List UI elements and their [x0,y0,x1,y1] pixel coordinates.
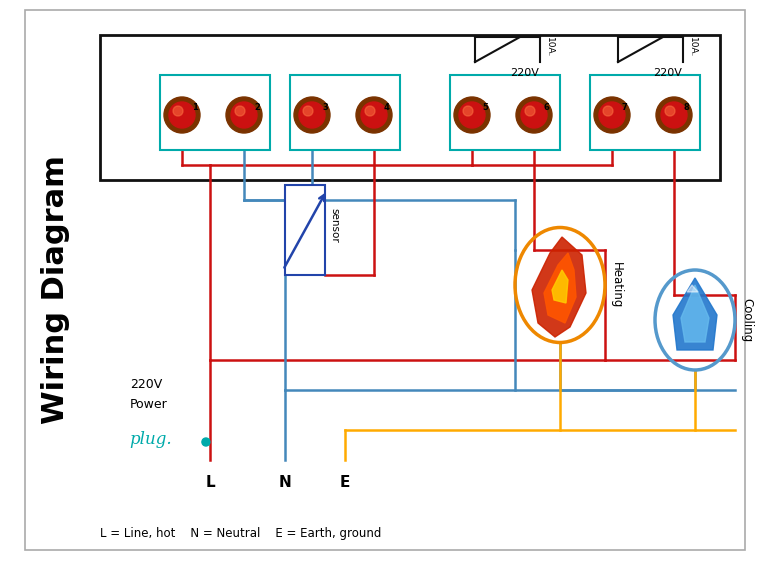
Bar [290,75,400,150]
Circle shape [231,102,257,128]
Circle shape [459,102,485,128]
Text: Power: Power [130,399,167,412]
Text: 6: 6 [544,103,550,112]
Text: L: L [205,475,215,490]
Text: 1: 1 [192,103,198,112]
Text: 220V: 220V [510,68,539,78]
Circle shape [656,97,692,133]
Polygon shape [544,253,576,323]
Text: 220V: 220V [653,68,682,78]
Text: 8: 8 [684,103,689,112]
Text: plug.: plug. [129,431,171,448]
Circle shape [463,106,473,116]
Text: N: N [279,475,291,490]
Text: L = Line, hot    N = Neutral    E = Earth, ground: L = Line, hot N = Neutral E = Earth, gro… [100,527,381,540]
Circle shape [361,102,387,128]
Circle shape [525,106,535,116]
Circle shape [665,106,675,116]
Text: Wiring Diagram: Wiring Diagram [40,156,69,425]
Circle shape [202,438,210,446]
Circle shape [521,102,547,128]
Circle shape [303,106,313,116]
Text: 5: 5 [482,103,488,112]
Polygon shape [681,285,709,342]
Circle shape [226,97,262,133]
Bar [450,75,560,150]
Circle shape [173,106,183,116]
Circle shape [356,97,392,133]
Circle shape [365,106,375,116]
Circle shape [599,102,625,128]
Text: 3: 3 [322,103,328,112]
Text: 220V: 220V [130,378,162,391]
Circle shape [661,102,687,128]
Circle shape [603,106,613,116]
Circle shape [235,106,245,116]
Circle shape [516,97,552,133]
Polygon shape [532,237,586,337]
Text: 2: 2 [254,103,260,112]
Text: 7: 7 [622,103,628,112]
Text: Cooling: Cooling [740,298,753,342]
Circle shape [294,97,330,133]
Circle shape [299,102,325,128]
Circle shape [164,97,200,133]
Circle shape [594,97,630,133]
Polygon shape [687,285,698,292]
Polygon shape [673,278,717,350]
Polygon shape [552,270,568,303]
Circle shape [169,102,195,128]
Bar [590,75,700,150]
Bar [285,185,325,275]
Text: 4: 4 [384,103,390,112]
Text: 10A.: 10A. [545,37,554,58]
Bar [100,35,720,180]
Text: Heating: Heating [610,262,623,308]
Bar [160,75,270,150]
Text: 10A.: 10A. [688,37,697,58]
Circle shape [454,97,490,133]
Text: sensor: sensor [329,208,339,243]
Text: E: E [340,475,350,490]
